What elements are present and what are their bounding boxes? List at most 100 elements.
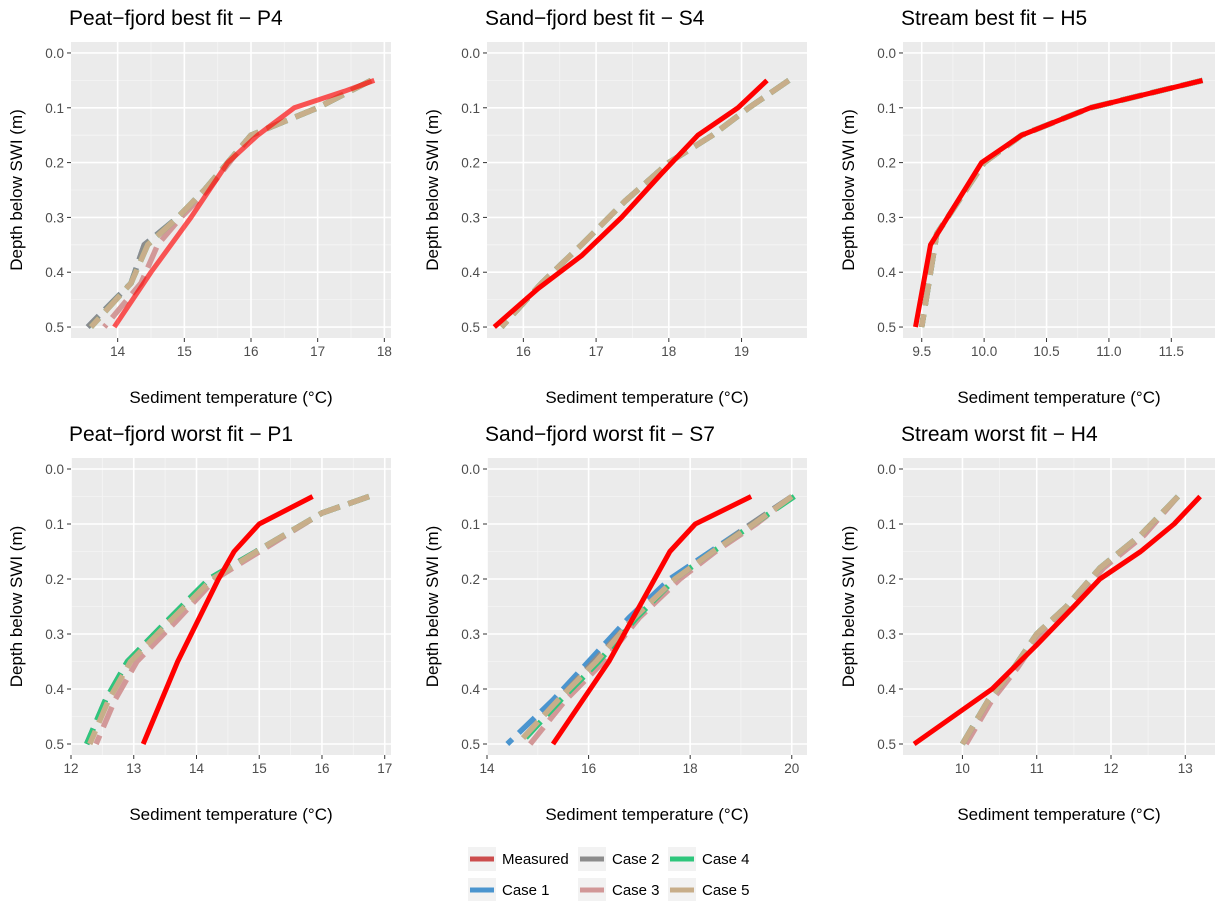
x-tick-label: 11.5 <box>1159 344 1184 359</box>
y-tick-label: 0.2 <box>461 572 480 587</box>
x-tick-label: 16 <box>516 344 531 359</box>
x-axis-label: Sediment temperature (°C) <box>545 805 748 824</box>
x-tick-label: 17 <box>377 761 392 776</box>
chart-panel-3: 9.5 10.0 10.5 11.0 11.5 0.0 0.1 0.2 0.3 0.4 0.5 Str… <box>839 7 1215 407</box>
x-tick-label: 20 <box>784 761 799 776</box>
y-tick-label: 0.5 <box>45 320 64 335</box>
chart-panel-5: 14 16 18 20 0.0 0.1 0.2 0.3 0.4 0.5 Sand−fjord wor… <box>423 423 807 824</box>
legend-label: Case 4 <box>702 851 750 868</box>
chart-title: Peat−fjord best fit − P4 <box>69 7 283 30</box>
y-tick-label: 0.3 <box>45 210 64 225</box>
x-tick-label: 13 <box>126 761 141 776</box>
chart-title: Sand−fjord best fit − S4 <box>485 7 705 30</box>
y-tick-label: 0.3 <box>877 627 896 642</box>
series-line-measured <box>912 494 1202 747</box>
y-tick-label: 0.1 <box>45 517 64 532</box>
x-tick-label: 14 <box>110 344 126 359</box>
x-tick-label: 10 <box>955 761 970 776</box>
y-tick-label: 0.2 <box>45 156 64 171</box>
y-tick-label: 0.5 <box>461 320 480 335</box>
x-axis-label: Sediment temperature (°C) <box>957 388 1160 407</box>
x-tick-label: 16 <box>243 344 258 359</box>
chart-panel-1: 14 15 16 17 18 0.0 0.1 0.2 0.3 0.4 0.5 Peat−fjord b… <box>7 7 392 407</box>
y-tick-label: 0.2 <box>45 572 64 587</box>
y-tick-label: 0.1 <box>461 101 480 116</box>
x-tick-label: 12 <box>63 761 78 776</box>
x-axis-label: Sediment temperature (°C) <box>129 805 332 824</box>
y-tick-label: 0.3 <box>45 627 64 642</box>
y-tick-label: 0.1 <box>45 101 64 116</box>
series-line-case-5 <box>499 78 791 329</box>
series-line-case-5 <box>960 494 1180 746</box>
x-tick-label: 12 <box>1103 761 1118 776</box>
x-tick-label: 18 <box>683 761 698 776</box>
x-tick-label: 11 <box>1030 761 1044 776</box>
x-tick-label: 14 <box>189 761 205 776</box>
legend-label: Case 3 <box>612 882 660 899</box>
x-tick-label: 15 <box>177 344 192 359</box>
legend-item: Case 5 <box>668 878 750 901</box>
y-tick-label: 0.0 <box>461 46 480 61</box>
y-tick-label: 0.2 <box>877 572 896 587</box>
x-tick-label: 19 <box>734 344 749 359</box>
y-axis-label: Depth below SWI (m) <box>7 109 26 271</box>
y-tick-label: 0.1 <box>461 517 480 532</box>
legend-item: Case 1 <box>468 878 550 901</box>
y-tick-label: 0.2 <box>877 156 896 171</box>
y-tick-label: 0.0 <box>877 462 896 477</box>
legend-label: Case 5 <box>702 882 750 899</box>
x-tick-label: 10.0 <box>971 344 997 359</box>
series-line-case-1 <box>505 494 794 746</box>
y-tick-label: 0.3 <box>461 210 480 225</box>
y-tick-label: 0.4 <box>461 682 480 697</box>
y-tick-label: 0.4 <box>45 682 64 697</box>
x-tick-label: 16 <box>581 761 596 776</box>
y-tick-label: 0.3 <box>461 627 480 642</box>
x-tick-label: 15 <box>252 761 267 776</box>
chart-panel-2: 16 17 18 19 0.0 0.1 0.2 0.3 0.4 0.5 Sand−fjord bes… <box>423 7 807 407</box>
y-axis-label: Depth below SWI (m) <box>839 109 858 271</box>
legend: Measured Case 2 Case 4 Case 1 Case 3 Case 5 <box>468 847 750 901</box>
series-line-measured <box>492 78 769 329</box>
y-tick-label: 0.0 <box>461 462 480 477</box>
x-tick-label: 13 <box>1178 761 1193 776</box>
legend-item: Case 2 <box>578 847 660 871</box>
series-line-case-5 <box>88 77 373 329</box>
y-tick-label: 0.5 <box>877 320 896 335</box>
chart-panel-4: 12 13 14 15 16 17 0.0 0.1 0.2 0.3 0.4 0.5 Peat−fjord… <box>7 423 392 824</box>
legend-label: Measured <box>502 851 569 868</box>
y-tick-label: 0.0 <box>45 462 64 477</box>
legend-label: Case 2 <box>612 851 660 868</box>
x-tick-label: 18 <box>377 344 392 359</box>
x-axis-label: Sediment temperature (°C) <box>545 388 748 407</box>
legend-item: Case 4 <box>668 847 750 871</box>
series-line-case-5 <box>515 494 794 746</box>
series-line-measured <box>112 78 376 329</box>
y-tick-label: 0.5 <box>877 737 896 752</box>
y-tick-label: 0.1 <box>877 517 896 532</box>
y-tick-label: 0.5 <box>461 737 480 752</box>
chart-title: Stream worst fit − H4 <box>901 423 1098 446</box>
series-line-case-5 <box>87 493 370 746</box>
x-tick-label: 9.5 <box>912 344 931 359</box>
series-line-measured <box>140 494 314 745</box>
y-axis-label: Depth below SWI (m) <box>7 526 26 688</box>
y-tick-label: 0.4 <box>877 265 896 280</box>
x-tick-label: 18 <box>661 344 676 359</box>
x-tick-label: 17 <box>589 344 604 359</box>
chart-title: Sand−fjord worst fit − S7 <box>485 423 715 446</box>
chart-title: Peat−fjord worst fit − P1 <box>69 423 293 446</box>
legend-label: Case 1 <box>502 882 550 899</box>
chart-panel-6: 10 11 12 13 0.0 0.1 0.2 0.3 0.4 0.5 Stream worst f… <box>839 423 1215 824</box>
y-tick-label: 0.2 <box>461 156 480 171</box>
y-axis-label: Depth below SWI (m) <box>839 526 858 688</box>
x-tick-label: 17 <box>310 344 325 359</box>
x-tick-label: 11.0 <box>1096 344 1121 359</box>
y-tick-label: 0.1 <box>877 101 896 116</box>
x-tick-label: 14 <box>479 761 495 776</box>
x-tick-label: 16 <box>314 761 329 776</box>
x-axis-label: Sediment temperature (°C) <box>957 805 1160 824</box>
y-tick-label: 0.0 <box>45 46 64 61</box>
y-tick-label: 0.4 <box>461 265 480 280</box>
